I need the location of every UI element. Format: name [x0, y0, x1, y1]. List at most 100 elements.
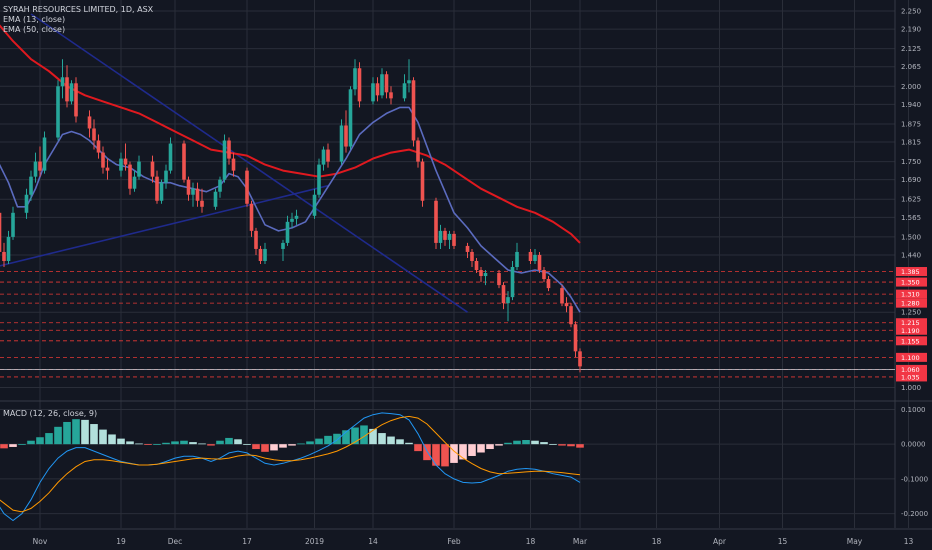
price-tick-label: 1.000: [901, 384, 921, 392]
macd-histogram-bar: [549, 444, 557, 445]
macd-histogram-bar: [423, 444, 431, 461]
candle: [2, 242, 6, 268]
candle: [411, 77, 416, 147]
price-level-badge-label: 1.035: [901, 373, 920, 381]
price-tick-label: 1.875: [901, 120, 921, 128]
chart-legend: SYRAH RESOURCES LIMITED, 1D, ASX EMA (13…: [3, 5, 153, 35]
time-axis-label: 19: [116, 537, 126, 546]
candle-body: [123, 158, 128, 165]
macd-histogram-bar: [522, 440, 530, 445]
macd-histogram-bar: [297, 443, 305, 445]
candle: [578, 348, 582, 373]
candle-body: [227, 140, 231, 159]
candle-body: [533, 254, 537, 261]
macd-histogram-bar: [261, 444, 269, 452]
candle: [92, 119, 96, 150]
price-tick-label: 1.250: [901, 309, 921, 317]
macd-histogram-bar: [360, 425, 368, 445]
candle: [564, 297, 569, 313]
time-axis-label: Mar: [573, 537, 588, 546]
candle-body: [231, 158, 236, 171]
candle: [290, 212, 294, 228]
candle: [60, 59, 65, 99]
candle: [389, 86, 393, 105]
candle: [285, 215, 290, 246]
price-level-badge: [896, 277, 927, 287]
candle-body: [438, 230, 443, 243]
candle: [353, 59, 357, 96]
candle: [312, 188, 317, 219]
candle: [150, 155, 155, 183]
candle-body: [29, 176, 33, 195]
candle: [132, 170, 137, 192]
candle-body: [326, 149, 330, 162]
candle: [128, 161, 132, 195]
macd-histogram-bar: [18, 444, 26, 445]
candle: [213, 188, 218, 210]
candle-body: [479, 270, 483, 277]
time-axis-label: 15: [778, 537, 788, 546]
candle-body: [195, 188, 200, 201]
candle-body: [285, 221, 290, 243]
candle-body: [420, 161, 425, 201]
macd-histogram-bar: [27, 440, 35, 445]
macd-histogram-bar: [207, 444, 215, 446]
price-level-badge-label: 1.280: [901, 300, 920, 308]
candle: [281, 239, 285, 261]
price-level-badge-label: 1.310: [901, 291, 920, 299]
macd-histogram-bar: [90, 424, 98, 445]
candle: [573, 321, 578, 358]
candle: [420, 158, 425, 207]
candle-body: [96, 140, 101, 153]
candle-body: [164, 170, 168, 183]
macd-line: [0, 412, 581, 522]
candle: [537, 251, 542, 274]
candle-body: [474, 260, 479, 271]
candle-body: [483, 273, 488, 277]
candle-body: [569, 306, 573, 325]
candle-body: [60, 77, 65, 87]
macd-histogram-bar: [378, 433, 386, 445]
macd-histogram-bar: [540, 442, 548, 445]
ema13-line: [0, 106, 581, 313]
price-tick-label: 2.125: [901, 45, 921, 53]
candle-body: [447, 233, 452, 240]
price-level-badge-label: 1.215: [901, 319, 920, 327]
candle-body: [128, 164, 132, 189]
candle: [258, 245, 263, 264]
candle-body: [564, 303, 569, 307]
candle: [344, 110, 348, 153]
time-axis-label: 18: [526, 537, 536, 546]
price-level-badge: [896, 298, 927, 308]
candle: [11, 206, 15, 240]
candle: [506, 291, 510, 322]
candle-body: [560, 288, 564, 304]
candle: [123, 143, 128, 171]
candle-body: [87, 116, 92, 129]
macd-histogram-bar: [531, 440, 539, 445]
candle: [546, 276, 551, 292]
price-tick-label: 2.000: [901, 83, 921, 91]
time-axis-label: 18: [652, 537, 662, 546]
time-axis-label: Apr: [713, 537, 727, 546]
candle: [245, 167, 249, 207]
candle-body: [6, 236, 11, 261]
candle-body: [317, 164, 321, 195]
price-level-badge: [896, 325, 927, 335]
candle-body: [150, 161, 155, 177]
candle-body: [294, 215, 299, 219]
price-tick-label: 2.065: [901, 63, 921, 71]
macd-histogram-bar: [405, 442, 413, 445]
macd-histogram-bar: [225, 437, 233, 445]
macd-tick-label: 0.0000: [901, 441, 926, 449]
macd-histogram-bar: [486, 444, 494, 450]
candle: [29, 170, 33, 201]
candle-body: [38, 161, 42, 171]
candle-body: [92, 128, 96, 141]
macd-histogram-bar: [342, 430, 350, 445]
macd-histogram-bar: [180, 440, 188, 445]
candle-body: [2, 251, 6, 261]
candle-body: [411, 80, 416, 141]
price-tick-label: 1.750: [901, 158, 921, 166]
